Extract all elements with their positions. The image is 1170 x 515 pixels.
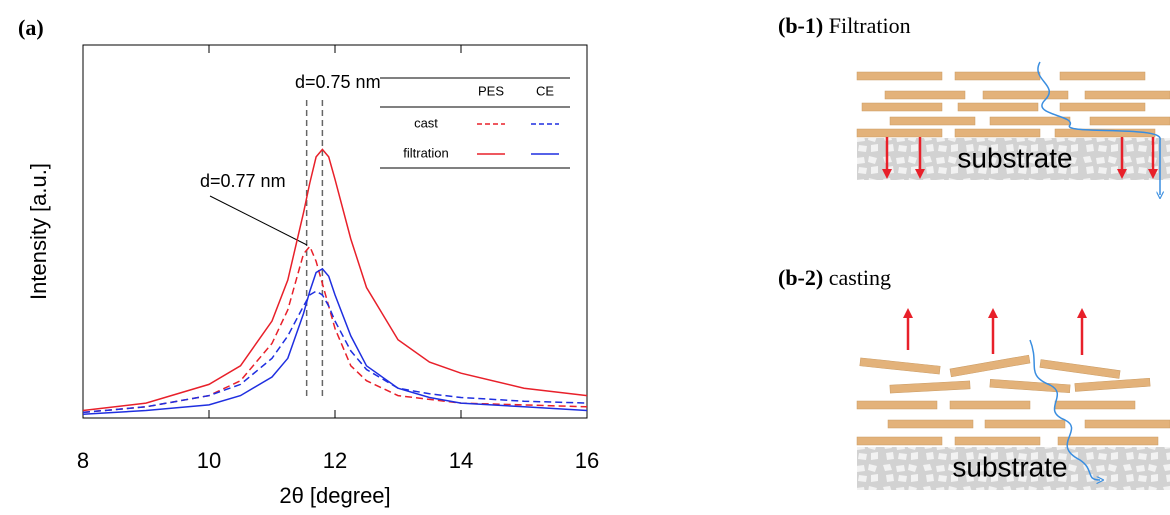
diagram-name: casting bbox=[829, 265, 891, 290]
x-tick-label: 16 bbox=[575, 448, 599, 473]
annotation: d=0.75 nm bbox=[295, 72, 381, 92]
legend-label: filtration bbox=[403, 145, 449, 160]
leader-line bbox=[209, 195, 308, 246]
data-line bbox=[82, 290, 588, 414]
legend: PES CE cast filtration bbox=[380, 77, 570, 169]
substrate-label: substrate bbox=[957, 142, 1072, 173]
y-axis-label: Intensity [a.u.] bbox=[26, 163, 51, 300]
x-tick-label: 8 bbox=[77, 448, 89, 473]
diagram-label: (b-2) bbox=[778, 265, 823, 290]
x-tick-label: 14 bbox=[449, 448, 473, 473]
legend-header: CE bbox=[536, 83, 554, 98]
flow-path bbox=[1037, 61, 1160, 195]
legend-label: cast bbox=[414, 115, 438, 130]
plot-frame bbox=[82, 44, 588, 419]
diagram-title: (b-2) casting bbox=[778, 265, 891, 290]
sheets bbox=[856, 354, 1170, 446]
sheets bbox=[856, 71, 1170, 138]
data-line bbox=[82, 148, 588, 412]
panel-label: (a) bbox=[18, 15, 44, 40]
substrate bbox=[857, 447, 1170, 490]
annotation: d=0.77 nm bbox=[200, 171, 286, 191]
substrate-label: substrate bbox=[952, 451, 1067, 482]
arrows bbox=[882, 137, 1158, 179]
diagram-label: (b-1) bbox=[778, 13, 823, 38]
data-line bbox=[82, 244, 588, 414]
x-tick-label: 12 bbox=[323, 448, 347, 473]
flow-path bbox=[1029, 339, 1100, 480]
legend-header: PES bbox=[478, 83, 504, 98]
x-axis-label: 2θ [degree] bbox=[279, 483, 390, 508]
diagram-title: (b-1) Filtration bbox=[778, 13, 911, 38]
diagram-name: Filtration bbox=[829, 13, 911, 38]
x-tick-label: 10 bbox=[197, 448, 221, 473]
data-line bbox=[82, 267, 588, 416]
arrows bbox=[903, 308, 1087, 355]
chart: 8 10 12 14 16 2θ [degree] Intensity [a.u.] d=0.… bbox=[26, 45, 599, 508]
